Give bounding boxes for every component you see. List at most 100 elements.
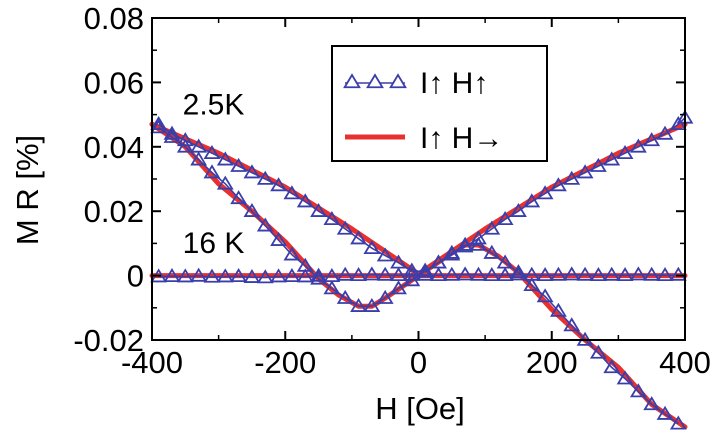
blue-triangle-point bbox=[310, 202, 327, 217]
blue-triangle-point bbox=[230, 157, 248, 172]
blue-triangle-point bbox=[443, 266, 461, 281]
blue-triangle-point bbox=[243, 164, 261, 179]
legend: I↑ H↑ I↑ H→ bbox=[331, 45, 548, 162]
legend-triangle bbox=[389, 73, 407, 89]
blue-triangle-point bbox=[323, 211, 341, 226]
blue-triangle-point bbox=[243, 202, 261, 217]
legend-triangle bbox=[366, 73, 384, 89]
blue-triangle-point bbox=[523, 193, 541, 208]
blue-triangle-point bbox=[456, 266, 474, 281]
blue-triangle-point bbox=[216, 151, 234, 166]
blue-triangle-point bbox=[163, 267, 181, 283]
blue-triangle-point bbox=[656, 405, 674, 420]
blue-triangle-point bbox=[576, 164, 594, 179]
y-tick-label: 0.06 bbox=[84, 65, 144, 100]
blue-triangle-point bbox=[483, 220, 501, 235]
blue-triangle-point bbox=[336, 220, 354, 235]
blue-triangle-point bbox=[403, 266, 421, 281]
blue-triangle-point bbox=[363, 297, 381, 312]
x-tick-label: -400 bbox=[121, 345, 183, 380]
y-tick-label: 0 bbox=[127, 259, 144, 294]
blue-triangle-point bbox=[496, 211, 514, 226]
blue-triangle-point bbox=[483, 267, 501, 282]
blue-triangle-point bbox=[363, 266, 381, 281]
blue-triangle-point bbox=[190, 151, 208, 166]
x-tick-label: 0 bbox=[410, 345, 427, 380]
blue-triangle-point bbox=[256, 170, 274, 185]
blue-triangle-point bbox=[603, 266, 621, 281]
blue-triangle-point bbox=[323, 280, 341, 295]
blue-triangle-point bbox=[190, 267, 208, 282]
blue-triangle-point bbox=[656, 125, 674, 140]
blue-triangle-point bbox=[536, 288, 554, 303]
blue-triangle-point bbox=[510, 266, 527, 281]
blue-triangle-point bbox=[589, 344, 607, 359]
blue-triangle-point bbox=[230, 190, 248, 205]
blue-triangle-point bbox=[643, 266, 661, 281]
blue-triangle-point bbox=[283, 246, 301, 261]
blue-triangle-point bbox=[176, 132, 194, 147]
x-tick-label: -200 bbox=[254, 345, 316, 380]
blue-triangle-point bbox=[283, 185, 301, 200]
blue-triangle-point bbox=[363, 239, 381, 255]
blue-triangle-point bbox=[549, 177, 567, 192]
x-tick-label: 200 bbox=[526, 345, 578, 380]
blue-triangle-point bbox=[270, 177, 288, 192]
blue-triangle-point bbox=[629, 383, 647, 398]
blue-triangle-point bbox=[563, 170, 581, 185]
blue-triangle-point bbox=[176, 268, 194, 283]
blue-triangle-point bbox=[270, 268, 288, 283]
legend-box bbox=[331, 45, 548, 162]
blue-triangle-point bbox=[203, 164, 221, 179]
blue-triangle-point bbox=[243, 268, 261, 283]
blue-triangle-point bbox=[496, 267, 514, 282]
blue-triangle-point bbox=[656, 267, 674, 282]
blue-series-curves bbox=[150, 109, 694, 430]
blue-triangle-point bbox=[350, 297, 367, 312]
y-axis-title: M R [%] bbox=[10, 135, 45, 245]
blue-triangle-point bbox=[203, 144, 221, 160]
blue-triangle-point bbox=[310, 267, 327, 282]
blue-triangle-point bbox=[669, 415, 687, 430]
blue-triangle-point bbox=[336, 289, 354, 304]
blue-triangle-point bbox=[483, 244, 501, 259]
blue-triangle-point bbox=[163, 125, 181, 140]
annotation-2-5k: 2.5K bbox=[183, 89, 245, 122]
legend-label-blue: I↑ H↑ bbox=[420, 67, 488, 100]
blue-triangle-point bbox=[390, 267, 407, 282]
blue-triangle-point bbox=[456, 236, 474, 251]
blue-triangle-point bbox=[176, 138, 194, 153]
blue-triangle-point bbox=[376, 289, 394, 304]
blue-triangle-point bbox=[336, 266, 354, 281]
x-axis-title: H [Oe] bbox=[375, 391, 465, 426]
blue-triangle-point bbox=[416, 266, 434, 281]
blue-triangle-point bbox=[230, 267, 248, 283]
blue-triangle-point bbox=[549, 302, 567, 317]
blue-triangle-point bbox=[616, 370, 634, 385]
blue-triangle-point bbox=[669, 266, 687, 281]
blue-triangle-point bbox=[203, 268, 221, 283]
blue-triangle-point bbox=[629, 138, 647, 153]
blue-triangle-point bbox=[563, 266, 581, 281]
blue-triangle-point bbox=[443, 244, 461, 259]
blue-triangle-point bbox=[616, 144, 634, 160]
y-tick-label: 0.02 bbox=[84, 194, 144, 229]
blue-triangle-point bbox=[163, 128, 181, 143]
blue-triangle-point bbox=[256, 217, 274, 232]
blue-triangle-point bbox=[643, 132, 661, 147]
blue-triangle-point bbox=[523, 266, 541, 281]
legend-label-red: I↑ H→ bbox=[420, 122, 503, 155]
blue-triangle-point bbox=[376, 247, 394, 262]
blue-triangle-point bbox=[549, 266, 567, 281]
y-tick-label: -0.02 bbox=[73, 323, 144, 358]
blue-triangle-point bbox=[576, 266, 594, 281]
blue-triangle-point bbox=[643, 396, 661, 411]
blue-triangle-point bbox=[603, 151, 621, 166]
blue-triangle-point bbox=[523, 277, 541, 292]
y-tick-label: 0.08 bbox=[84, 1, 144, 36]
blue-triangle-point bbox=[563, 317, 581, 332]
blue-triangle-point bbox=[470, 236, 487, 251]
blue-triangle-point bbox=[589, 267, 607, 282]
blue-triangle-point bbox=[430, 267, 447, 282]
